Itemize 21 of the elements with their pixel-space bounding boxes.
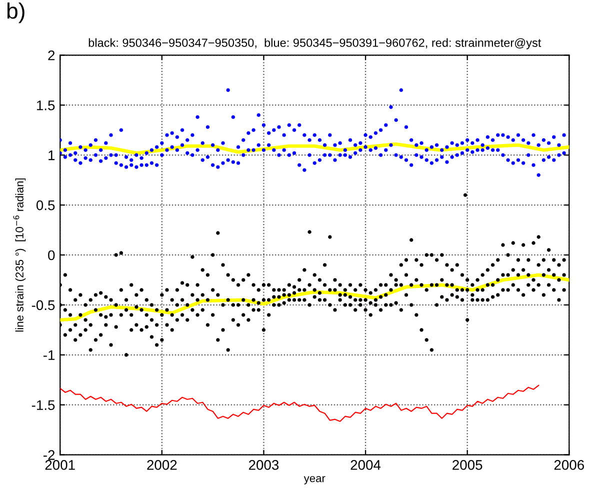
chart-title: black: 950346−950347−950350, blue: 950345−950391−960762, red: strainmeter@yst bbox=[88, 38, 542, 50]
x-tick-label: 2001 bbox=[45, 460, 75, 470]
y-tick-label: 2 bbox=[48, 50, 55, 60]
x-axis-title: year bbox=[304, 476, 326, 484]
x-tick-label: 2004 bbox=[350, 460, 381, 470]
line-series bbox=[60, 384, 540, 422]
y-tick-label: -1 bbox=[44, 350, 55, 360]
y-tick-label: 0.5 bbox=[36, 200, 55, 210]
y-tick-label: 0 bbox=[48, 250, 55, 260]
line-series bbox=[60, 273, 570, 322]
x-tick-label: 2002 bbox=[147, 460, 177, 470]
text: b) bbox=[7, 2, 24, 24]
y-tick-label: 1.5 bbox=[36, 100, 55, 110]
y-tick-label: -2 bbox=[44, 450, 55, 460]
y-tick-label: -1.5 bbox=[32, 400, 55, 410]
x-tick-label: 2006 bbox=[554, 460, 584, 470]
x-tick-label: 2005 bbox=[452, 460, 482, 470]
x-tick-label: 2003 bbox=[248, 460, 279, 470]
y-tick-label: 1 bbox=[48, 150, 55, 160]
y-axis-title: line strain (235 °) [10$^{−6}$ radian] bbox=[13, 178, 26, 332]
y-tick-label: -0.5 bbox=[32, 300, 55, 310]
